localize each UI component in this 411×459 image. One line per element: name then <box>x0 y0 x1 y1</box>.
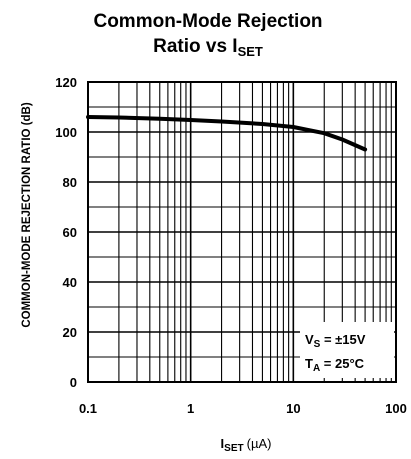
chart-title-main: Ratio vs I <box>153 36 237 57</box>
ta-value: = 25°C <box>320 356 364 371</box>
vs-subscript: S <box>314 339 321 350</box>
y-tick-label: 80 <box>63 175 77 190</box>
vs-main: V <box>305 332 314 347</box>
y-tick-label: 40 <box>63 275 77 290</box>
x-tick-label: 10 <box>286 401 300 416</box>
x-axis-label: ISET (µA) <box>221 436 272 454</box>
chart-title-line2: Ratio vs ISET <box>153 36 263 59</box>
y-tick-label: 0 <box>70 375 77 390</box>
y-axis-label: COMMON-MODE REJECTION RATIO (dB) <box>21 102 33 327</box>
vs-value: = ±15V <box>320 332 365 347</box>
temperature-annotation: TA = 25°C <box>305 356 365 374</box>
x-tick-label: 100 <box>385 401 407 416</box>
x-tick-label: 0.1 <box>79 401 97 416</box>
chart-title-line1: Common-Mode Rejection <box>93 11 322 32</box>
ta-main: T <box>305 356 313 371</box>
plot-frame <box>87 81 397 383</box>
supply-voltage-annotation: VS = ±15V <box>305 332 366 350</box>
x-tick-label: 1 <box>187 401 194 416</box>
series-group <box>86 115 368 152</box>
y-tick-label: 60 <box>63 225 77 240</box>
y-tick-label: 120 <box>55 75 77 90</box>
x-label-subscript: SET <box>224 443 243 454</box>
y-tick-label: 100 <box>55 125 77 140</box>
conditions-annotation: VS = ±15V TA = 25°C <box>300 322 394 378</box>
cmrr-curve <box>86 115 368 152</box>
annotation-background <box>300 322 394 378</box>
y-tick-label: 20 <box>63 325 77 340</box>
x-label-main: I <box>221 436 225 451</box>
chart-title-subscript: SET <box>238 44 263 59</box>
ta-subscript: A <box>313 363 320 374</box>
tick-labels: 0.1 1 10 100 0 20 40 60 80 100 120 <box>55 75 407 416</box>
x-label-unit: (µA) <box>247 436 272 451</box>
